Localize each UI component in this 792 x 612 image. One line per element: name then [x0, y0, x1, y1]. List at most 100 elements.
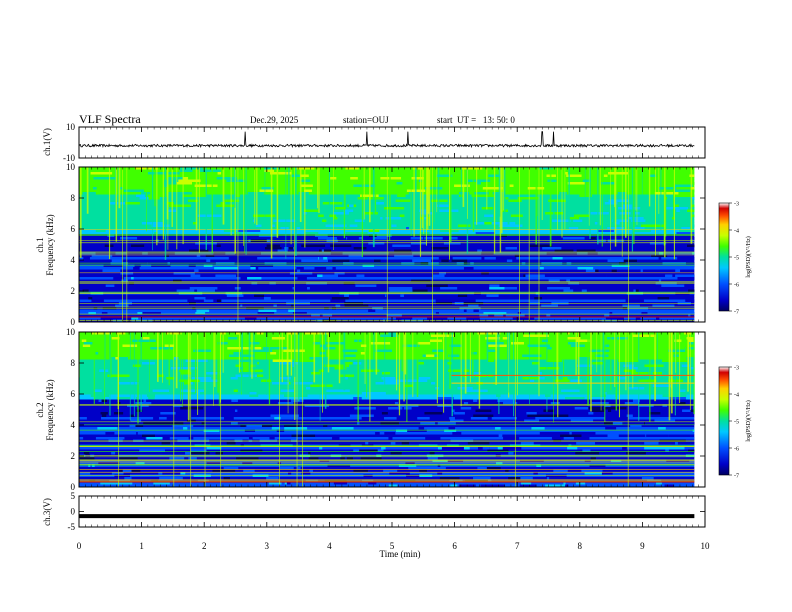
spectrogram-cell [196, 309, 210, 313]
spectrogram-cell [294, 359, 315, 363]
spectrogram-cell [515, 362, 532, 365]
spectrogram-cell [157, 374, 164, 378]
spectrogram-cell [512, 317, 535, 320]
spectrogram-cell [294, 407, 308, 410]
spectrogram-cell [418, 427, 425, 430]
spectrogram-cell [237, 224, 256, 228]
spectrogram-cell [137, 397, 149, 400]
spectrogram-cell [449, 377, 466, 380]
spectrogram-cell [685, 347, 689, 350]
spectrogram-cell [365, 314, 382, 318]
spectrogram-cell [375, 432, 380, 435]
spectrogram-cell [318, 249, 335, 253]
spectrogram-cell [631, 339, 653, 343]
spectrogram-cell [149, 222, 164, 225]
ch1-spectrogram-ytick-label: 10 [66, 162, 76, 172]
spectrogram-cell [410, 387, 422, 390]
spectrogram-cell [186, 419, 196, 423]
spectrogram-cell [368, 332, 389, 335]
spectrogram-cell [350, 384, 374, 388]
spectrogram-cell [393, 474, 400, 478]
spectrogram-cell [93, 334, 113, 338]
spectrogram-cell [178, 179, 201, 183]
spectrogram-cell [584, 472, 602, 475]
spectrogram-cell [629, 367, 638, 370]
ch3-waveform-ytick-label: 0 [71, 507, 76, 517]
spectrogram-cell [549, 399, 569, 403]
spectrogram-row [79, 427, 695, 430]
spectrogram-cell [424, 237, 436, 240]
spectrogram-cell [292, 312, 307, 315]
spectrogram-cell [164, 232, 177, 235]
spectrogram-cell [328, 294, 350, 298]
spectrogram-cell [538, 432, 562, 435]
spectrogram-cell [262, 204, 271, 208]
spectrogram-cell [191, 377, 212, 380]
spectrogram-cell [691, 214, 695, 218]
spectrogram-cell [630, 372, 649, 375]
spectrogram-cell [114, 432, 137, 435]
spectrogram-cell [511, 342, 522, 345]
spectrogram-cell [224, 199, 240, 203]
spectrogram-cell [234, 409, 238, 413]
spectrogram-cell [425, 437, 441, 440]
spectrogram-cell [390, 442, 396, 445]
spectrogram-cell [653, 349, 675, 353]
spectrogram-cell [183, 427, 188, 430]
spectrogram-cell [287, 177, 309, 180]
spectrogram-cell [100, 409, 123, 413]
spectrogram-cell [141, 434, 155, 438]
spectrogram-cell [361, 269, 372, 273]
spectrogram-cell [401, 467, 426, 470]
spectrogram-cell [498, 434, 503, 438]
spectrogram-cell [343, 289, 358, 293]
spectrogram-cell [612, 344, 629, 348]
spectrogram-cell [411, 177, 424, 180]
spectrogram-cell [585, 412, 609, 415]
spectrogram-cell [617, 432, 627, 435]
spectrogram-cell [148, 197, 160, 200]
spectrogram-cell [94, 374, 103, 378]
spectrogram-cell [497, 469, 506, 473]
spectrogram-cell [643, 277, 656, 280]
spectrogram-cell [196, 177, 220, 180]
spectrogram-cell [533, 407, 538, 410]
spectrogram-cell [361, 444, 374, 448]
spectrogram-cell [524, 209, 546, 213]
spectrogram-cell [447, 317, 467, 320]
spectrogram-row [79, 452, 695, 455]
spectrogram-cell [522, 377, 544, 380]
spectrogram-cell [210, 434, 233, 438]
spectrogram-cell [144, 249, 165, 253]
spectrogram-cell [281, 459, 292, 463]
spectrogram-cell [553, 469, 568, 473]
spectrogram-cell [97, 484, 103, 488]
spectrogram-cell [395, 429, 414, 433]
spectrogram-cell [146, 394, 156, 398]
spectrogram-cell [595, 377, 608, 380]
spectrogram-cell [488, 349, 496, 353]
spectrogram-cell [117, 382, 140, 385]
spectrogram-cell [490, 407, 504, 410]
spectrogram-cell [187, 199, 199, 203]
spectrogram-cell [332, 247, 354, 250]
spectrogram-cell [401, 442, 410, 445]
spectrogram-cell [93, 177, 116, 180]
spectrogram-cell [335, 207, 346, 210]
spectrogram-row [79, 474, 695, 478]
spectrogram-cell [151, 264, 171, 268]
spectrogram-cell [336, 237, 359, 240]
spectrogram-cell [338, 279, 358, 283]
spectrogram-cell [288, 247, 294, 250]
ch2-colorbar-tick-label: -7 [734, 474, 739, 480]
spectrogram-cell [173, 272, 195, 275]
spectrogram-cell [170, 249, 181, 253]
ch1-spectrogram-ytick-label: 4 [71, 255, 76, 265]
spectrogram-cell [565, 417, 579, 420]
spectrogram-cell [382, 267, 397, 270]
spectrogram-cell [528, 444, 541, 448]
spectrogram-cell [384, 432, 396, 435]
spectrogram-cell [432, 217, 439, 220]
spectrogram-cell [247, 294, 254, 298]
spectrogram-row [79, 304, 695, 308]
